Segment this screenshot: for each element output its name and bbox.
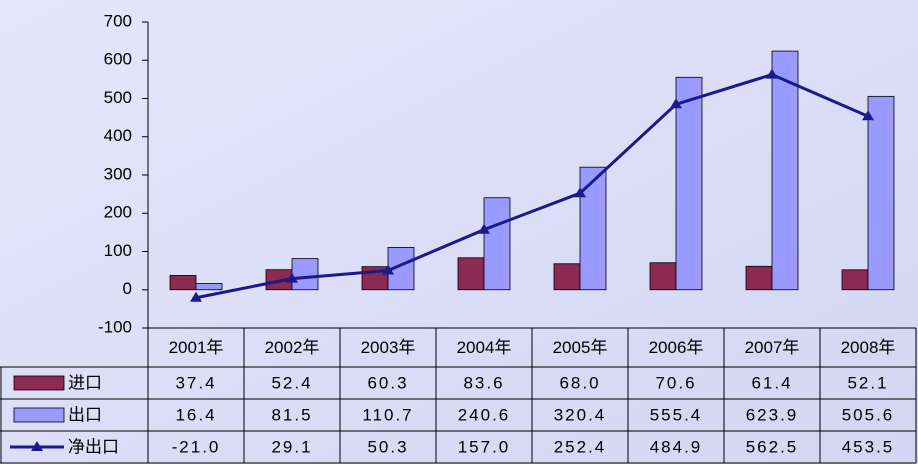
cell: 505.6: [842, 405, 895, 424]
marker: [190, 291, 202, 302]
bar: [675, 76, 703, 291]
line: [195, 72, 869, 300]
bar: [457, 257, 485, 291]
y-tick-label: -100: [98, 317, 132, 336]
y-tick-label: 100: [104, 241, 132, 260]
y-tick-label: 500: [104, 88, 132, 107]
legend-label: 出口: [68, 405, 102, 424]
cell: 157.0: [458, 437, 511, 456]
legend-marker: [31, 441, 43, 451]
cell: 52.1: [847, 373, 888, 392]
bar: [771, 50, 799, 291]
y-tick-label: 600: [104, 50, 132, 69]
bar: [553, 263, 581, 291]
cell: -21.0: [172, 437, 221, 456]
x-tick-label: 2001年: [169, 338, 224, 357]
cell: 60.3: [367, 373, 408, 392]
x-tick-label: 2005年: [553, 338, 608, 357]
marker: [478, 223, 490, 234]
y-tick-label: 300: [104, 164, 132, 183]
x-tick-label: 2002年: [265, 338, 320, 357]
legend-label: 进口: [68, 373, 102, 392]
cell: 562.5: [746, 437, 799, 456]
y-tick-label: 200: [104, 203, 132, 222]
cell: 52.4: [271, 373, 312, 392]
x-tick-label: 2004年: [457, 338, 512, 357]
cell: 240.6: [458, 405, 511, 424]
cell: 110.7: [362, 405, 413, 424]
cell: 83.6: [463, 373, 504, 392]
marker: [574, 187, 586, 198]
x-tick-label: 2006年: [649, 338, 704, 357]
marker: [382, 264, 394, 275]
bar: [841, 269, 869, 291]
cell: 484.9: [650, 437, 703, 456]
y-tick-label: 400: [104, 126, 132, 145]
cell: 70.6: [655, 373, 696, 392]
y-tick-label: 0: [123, 279, 132, 298]
bar: [291, 258, 319, 291]
cell: 555.4: [650, 405, 703, 424]
marker: [766, 68, 778, 79]
x-tick-label: 2003年: [361, 338, 416, 357]
x-tick-label: 2008年: [841, 338, 896, 357]
legend-swatch: [13, 407, 65, 423]
y-tick-label: 700: [104, 11, 132, 30]
bar: [649, 262, 677, 291]
cell: 29.1: [271, 437, 312, 456]
bar: [169, 275, 197, 291]
x-tick-label: 2007年: [745, 338, 800, 357]
cell: 623.9: [746, 405, 799, 424]
cell: 37.4: [175, 373, 216, 392]
bar: [867, 95, 895, 291]
marker: [862, 110, 874, 121]
cell: 16.4: [175, 405, 216, 424]
cell: 81.5: [271, 405, 312, 424]
bar: [745, 265, 773, 291]
marker: [286, 272, 298, 283]
legend-label: 净出口: [68, 437, 119, 456]
cell: 68.0: [559, 373, 600, 392]
bar: [195, 283, 223, 291]
cell: 50.3: [367, 437, 408, 456]
bar: [579, 166, 607, 291]
cell: 61.4: [751, 373, 792, 392]
cell: 320.4: [554, 405, 607, 424]
cell: 453.5: [842, 437, 895, 456]
legend-swatch: [13, 375, 65, 391]
marker: [670, 98, 682, 109]
bar: [483, 197, 511, 291]
cell: 252.4: [554, 437, 607, 456]
